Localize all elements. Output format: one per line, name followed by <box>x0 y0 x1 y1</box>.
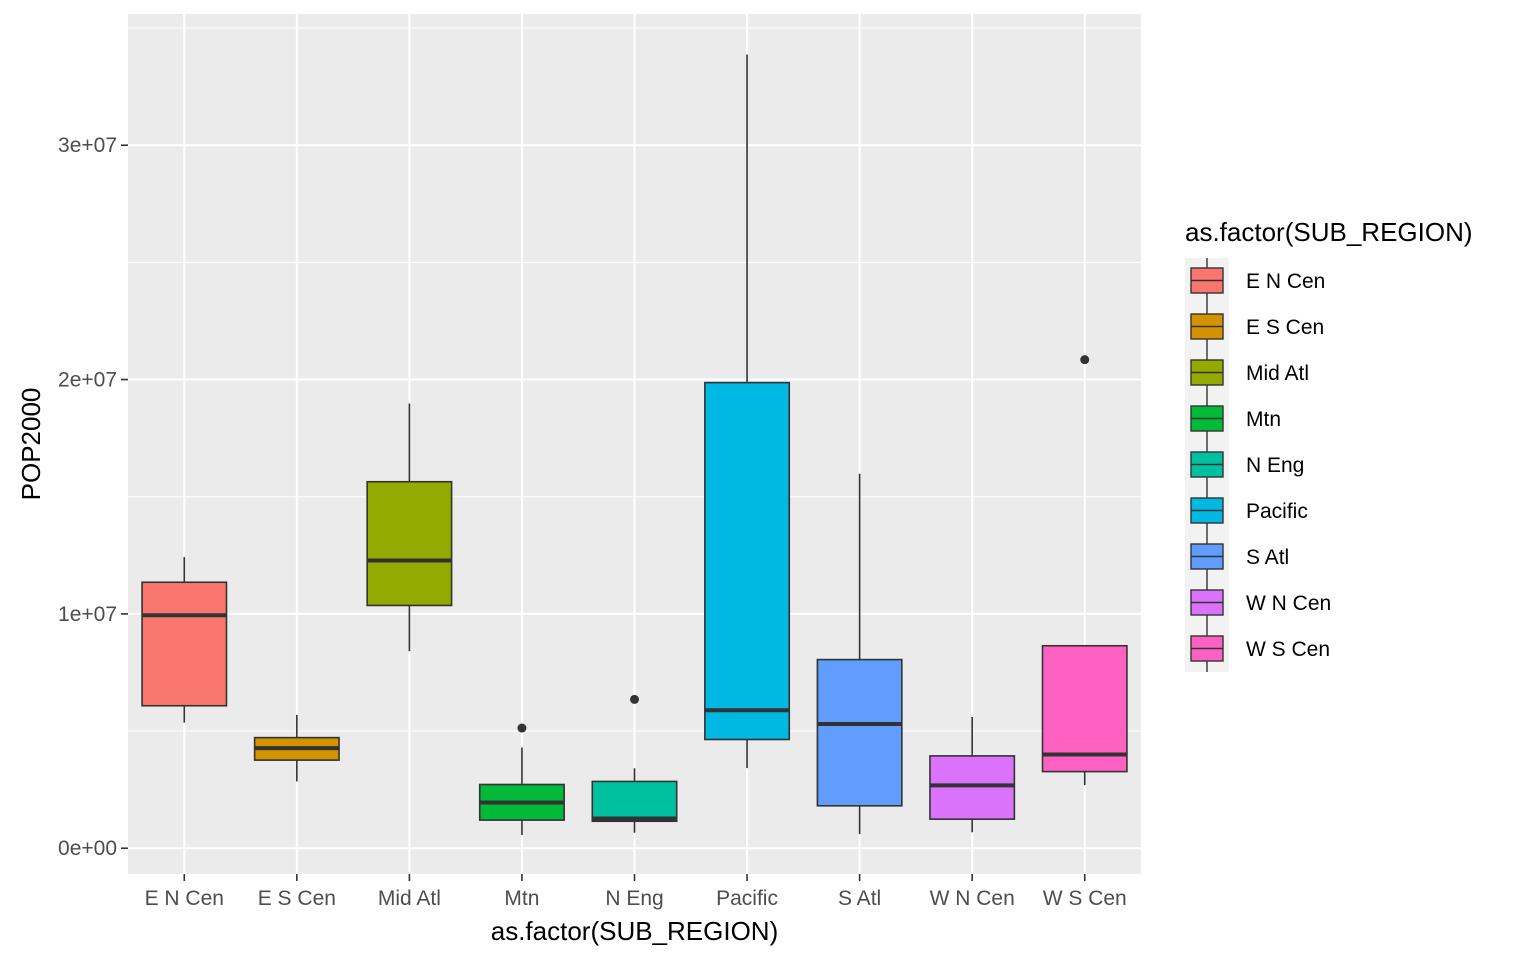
box-mtn <box>478 723 565 836</box>
box-w-n-cen <box>929 716 1016 833</box>
box-iqr <box>591 780 678 823</box>
box-iqr <box>366 480 453 607</box>
outlier-point <box>630 694 639 704</box>
box-mid-atl <box>366 403 453 652</box>
legend-label: E N Cen <box>1246 270 1325 293</box>
y-tick-label: 1e+07 <box>58 603 117 626</box>
legend-label: N Eng <box>1246 454 1304 477</box>
legend-item-mid-atl: Mid Atl <box>1185 350 1309 396</box>
x-tick-label: N Eng <box>605 887 663 910</box>
legend-label: Pacific <box>1246 500 1308 523</box>
legend-item-w-s-cen: W S Cen <box>1185 626 1330 672</box>
outlier-point <box>517 723 527 733</box>
outlier-point <box>1080 355 1090 365</box>
legend-label: Mtn <box>1246 408 1281 431</box>
y-axis-title: POP2000 <box>16 388 46 501</box>
legend-label: S Atl <box>1246 546 1289 569</box>
legend-item-n-eng: N Eng <box>1185 442 1304 488</box>
x-tick-label: Mtn <box>504 887 539 910</box>
legend-label: Mid Atl <box>1246 362 1309 385</box>
box-pacific <box>704 54 791 769</box>
legend-item-e-s-cen: E S Cen <box>1185 304 1324 350</box>
y-tick-label: 3e+07 <box>58 134 117 157</box>
x-tick-label: E N Cen <box>145 887 224 910</box>
box-n-eng <box>591 694 678 833</box>
box-w-s-cen <box>1041 355 1128 786</box>
legend-label: W N Cen <box>1246 592 1331 615</box>
y-tick-label: 2e+07 <box>58 369 117 392</box>
legend-label: E S Cen <box>1246 316 1324 339</box>
x-tick-label: Pacific <box>716 887 778 910</box>
x-tick-label: Mid Atl <box>378 887 441 910</box>
legend-item-w-n-cen: W N Cen <box>1185 580 1331 626</box>
box-iqr <box>816 658 903 807</box>
x-tick-label: W S Cen <box>1043 887 1127 910</box>
legend-label: W S Cen <box>1246 638 1330 661</box>
box-iqr <box>1041 644 1128 773</box>
x-tick-label: W N Cen <box>930 887 1015 910</box>
box-iqr <box>929 755 1016 820</box>
box-e-s-cen <box>253 714 340 782</box>
box-e-n-cen <box>141 557 228 723</box>
legend-item-s-atl: S Atl <box>1185 534 1289 580</box>
x-tick-label: S Atl <box>838 887 881 910</box>
y-tick-label: 0e+00 <box>58 837 117 860</box>
legend: as.factor(SUB_REGION) E N Cen E S Cen Mid … <box>1185 217 1473 672</box>
box-iqr <box>141 581 228 707</box>
legend-item-mtn: Mtn <box>1185 396 1281 442</box>
legend-title: as.factor(SUB_REGION) <box>1185 217 1473 247</box>
axis-layer: 0e+00 1e+07 2e+07 3e+07 E N Cen E S Cen Mid At… <box>58 134 1127 910</box>
x-axis-title: as.factor(SUB_REGION) <box>491 916 779 946</box>
box-layer <box>141 54 1128 836</box>
box-s-atl <box>816 473 903 835</box>
legend-item-e-n-cen: E N Cen <box>1185 258 1325 304</box>
x-tick-label: E S Cen <box>258 887 336 910</box>
box-iqr <box>704 381 791 741</box>
legend-item-pacific: Pacific <box>1185 488 1308 534</box>
